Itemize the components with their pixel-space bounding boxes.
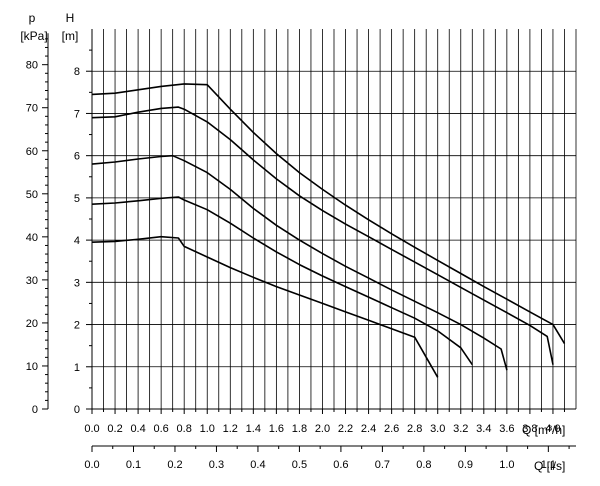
p-tick-label: 80 [26,60,38,72]
p-tick-label: 70 [26,103,38,115]
q-ls-tick-label: 0.6 [333,459,348,471]
q-ls-tick-label: 0.9 [458,459,473,471]
p-tick-label: 20 [26,318,38,330]
p-axis-title: p [29,11,36,25]
q-m3h-tick-label: 2.4 [361,423,376,435]
q-ls-tick-label: 0.8 [416,459,431,471]
q-m3h-tick-label: 2.0 [315,423,330,435]
h-axis-title: H [66,11,75,25]
q-m3h-tick-label: 1.0 [200,423,215,435]
q-m3h-tick-label: 3.4 [476,423,491,435]
p-tick-label: 10 [26,361,38,373]
h-tick-label: 1 [74,362,80,374]
h-tick-label: 4 [74,235,80,247]
q-m3h-tick-label: 0.8 [177,423,192,435]
q-m3h-tick-label: 1.8 [292,423,307,435]
q-m3h-tick-label: 4.0 [545,423,560,435]
q-m3h-tick-label: 2.8 [407,423,422,435]
q-m3h-tick-label: 1.2 [223,423,238,435]
q-ls-tick-label: 0.1 [126,459,141,471]
q-m3h-tick-label: 1.6 [269,423,284,435]
q-m3h-tick-label: 2.2 [338,423,353,435]
q-ls-tick-label: 0.2 [167,459,182,471]
h-tick-label: 7 [74,108,80,120]
q-ls-tick-label: 0.5 [292,459,307,471]
p-tick-label: 0 [32,404,38,416]
h-tick-label: 5 [74,193,80,205]
p-tick-label: 50 [26,189,38,201]
q-m3h-tick-label: 3.2 [453,423,468,435]
pump-curve-1 [91,235,439,378]
q-ls-tick-label: 0.7 [375,459,390,471]
q-m3h-tick-label: 2.6 [384,423,399,435]
pump-curve-3 [91,154,508,371]
q-m3h-tick-label: 3.8 [522,423,537,435]
h-tick-label: 2 [74,320,80,332]
h-tick-label: 3 [74,277,80,289]
q-ls-tick-label: 0.4 [250,459,265,471]
h-axis-unit: [m] [62,29,79,43]
q-ls-tick-label: 1.1 [541,459,556,471]
pump-curve-2 [91,196,473,366]
h-tick-label: 0 [74,404,80,416]
h-tick-label: 6 [74,151,80,163]
curves [91,83,566,378]
q-m3h-tick-label: 0.2 [107,423,122,435]
p-tick-label: 40 [26,232,38,244]
q-m3h-tick-label: 3.0 [430,423,445,435]
p-axis-unit: [kPa] [20,29,47,43]
h-tick-label: 8 [74,66,80,78]
q-ls-axis-title: Q [l/s] [534,459,565,473]
q-m3h-axis-title: Q [m³/h] [522,423,565,437]
q-m3h-tick-label: 0.0 [84,423,99,435]
q-ls-tick-label: 0.0 [84,459,99,471]
pump-curve-4 [91,106,554,365]
p-tick-label: 60 [26,146,38,158]
q-m3h-tick-label: 0.4 [130,423,145,435]
q-ls-tick-label: 0.3 [209,459,224,471]
q-m3h-tick-label: 0.6 [153,423,168,435]
p-tick-label: 30 [26,275,38,287]
q-ls-tick-label: 1.0 [499,459,514,471]
q-m3h-tick-label: 3.6 [499,423,514,435]
q-m3h-tick-label: 1.4 [246,423,261,435]
grid [91,29,577,409]
pump-curve-5 [91,83,566,345]
